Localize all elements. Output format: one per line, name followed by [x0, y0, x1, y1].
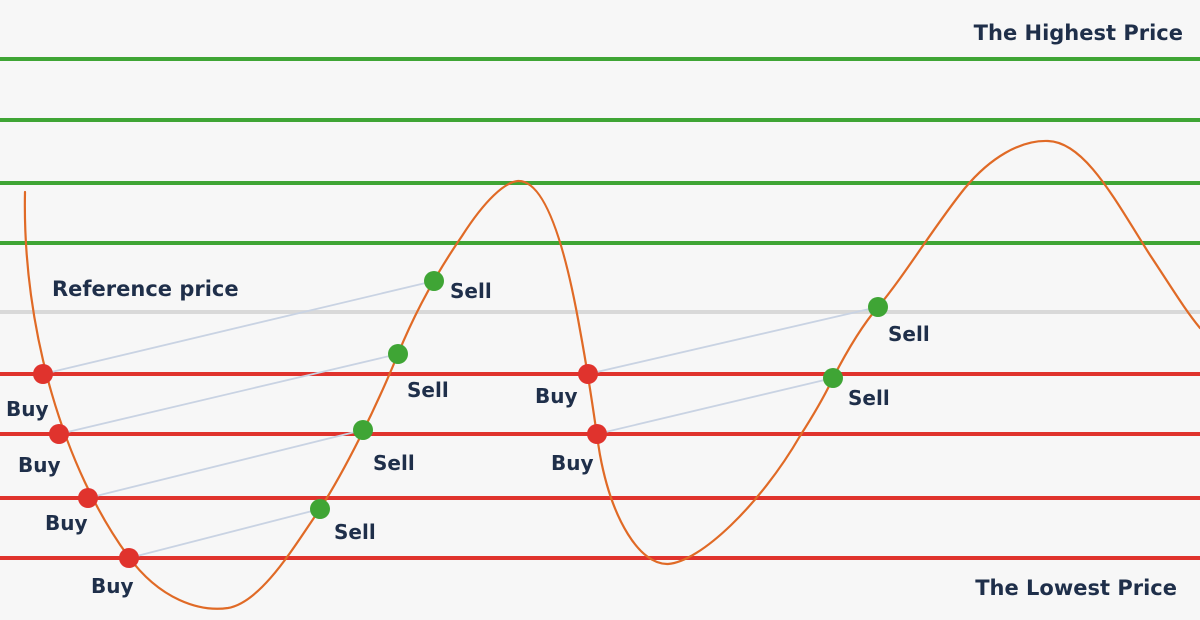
connector-line: [87, 429, 364, 499]
buy-label: Buy: [6, 397, 49, 421]
connector-line: [587, 306, 879, 375]
upper-grid-lines: [0, 57, 1200, 245]
buy-label: Buy: [535, 384, 578, 408]
buy-dot: [587, 424, 607, 444]
sell-dot: [310, 499, 330, 519]
sell-dot: [388, 344, 408, 364]
buy-dot: [33, 364, 53, 384]
connector-line: [42, 280, 435, 375]
sell-dot: [868, 297, 888, 317]
buy-dot: [49, 424, 69, 444]
price-curve: [23, 139, 1200, 610]
buy-dot: [119, 548, 139, 568]
connector-line: [596, 377, 834, 435]
sell-dot: [424, 271, 444, 291]
buy-dot: [78, 488, 98, 508]
sell-label: Sell: [450, 279, 492, 303]
lower-grid-lines: [0, 372, 1200, 560]
buy-label: Buy: [91, 574, 134, 598]
sell-label: Sell: [407, 378, 449, 402]
sell-points: [310, 271, 888, 519]
buy-sell-connectors: [42, 280, 879, 559]
buy-label: Buy: [45, 511, 88, 535]
lowest-price-label: The Lowest Price: [975, 576, 1177, 600]
reference-price-label: Reference price: [52, 277, 239, 301]
connector-line: [58, 353, 399, 435]
sell-dot: [353, 420, 373, 440]
sell-dot: [823, 368, 843, 388]
sell-label: Sell: [888, 322, 930, 346]
buy-dot: [578, 364, 598, 384]
sell-label: Sell: [334, 520, 376, 544]
buy-label: Buy: [551, 451, 594, 475]
sell-label: Sell: [848, 386, 890, 410]
buy-points: [33, 364, 607, 568]
highest-price-label: The Highest Price: [974, 21, 1183, 45]
connector-line: [128, 508, 321, 559]
buy-label: Buy: [18, 453, 61, 477]
sell-label: Sell: [373, 451, 415, 475]
